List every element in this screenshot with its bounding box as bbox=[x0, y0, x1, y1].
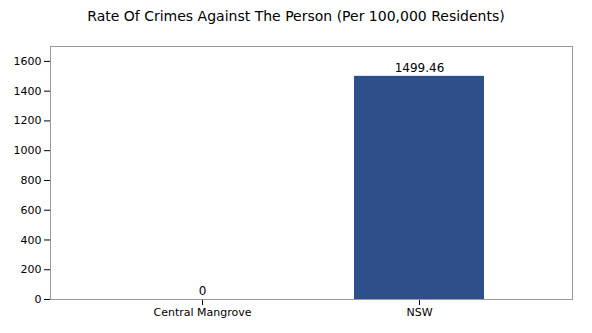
svg-text:0: 0 bbox=[199, 284, 207, 298]
svg-text:1200: 1200 bbox=[14, 114, 42, 127]
svg-text:0: 0 bbox=[35, 293, 42, 306]
svg-text:1600: 1600 bbox=[14, 55, 42, 68]
html-text:Rate Of Crimes Against The Per: Rate Of Crimes Against The Person (Per 1… bbox=[87, 8, 505, 24]
svg-text:200: 200 bbox=[21, 263, 42, 276]
svg-text:400: 400 bbox=[21, 233, 42, 246]
svg-text:1000: 1000 bbox=[14, 144, 42, 157]
svg-text:1499.46: 1499.46 bbox=[395, 61, 445, 75]
svg-text:Central Mangrove: Central Mangrove bbox=[153, 306, 251, 319]
svg-text:NSW: NSW bbox=[406, 306, 432, 319]
svg-text:800: 800 bbox=[21, 174, 42, 187]
svg-text:1400: 1400 bbox=[14, 85, 42, 98]
svg-text:600: 600 bbox=[21, 204, 42, 217]
